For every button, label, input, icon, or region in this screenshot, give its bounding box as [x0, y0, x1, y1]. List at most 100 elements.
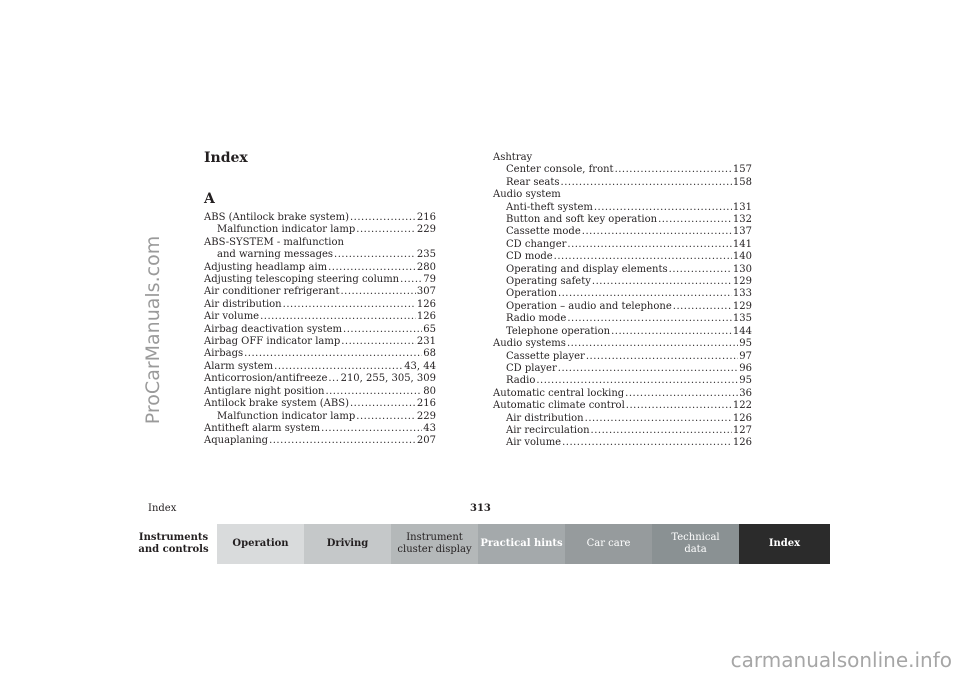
tab-label: Instruments and controls: [138, 532, 209, 555]
index-entry: Cassette player 97: [493, 351, 752, 363]
dot-leader: [356, 411, 416, 423]
tab-instrument-cluster-display[interactable]: Instrument cluster display: [391, 524, 478, 564]
index-entry-page: 97: [739, 350, 752, 362]
index-entry-page: 132: [732, 214, 752, 226]
index-entry-page: 80: [423, 385, 436, 397]
index-entry: Operating safety 129: [493, 276, 752, 288]
index-entry-page: 131: [732, 201, 752, 213]
index-entry: Air volume 126: [204, 311, 436, 323]
dot-leader: [325, 386, 422, 398]
index-entry-page: 207: [416, 435, 436, 447]
tab-label: Instrument cluster display: [397, 532, 472, 555]
index-entry: CD player 96: [493, 363, 752, 375]
tab-index[interactable]: Index: [739, 524, 830, 564]
page-title: Index: [204, 150, 248, 166]
dot-leader: [341, 336, 416, 348]
index-entry-page: 133: [732, 288, 752, 300]
index-entry-page: 95: [739, 375, 752, 387]
index-entry: CD mode 140: [493, 251, 752, 263]
dot-leader: [283, 299, 416, 311]
dot-leader: [567, 338, 738, 350]
dot-leader: [592, 276, 732, 288]
index-entry-page: 235: [416, 249, 436, 261]
index-entry: Radio mode 135: [493, 313, 752, 325]
index-entry: and warning messages 235: [204, 249, 436, 261]
dot-leader: [343, 324, 422, 336]
tab-technical-data[interactable]: Technical data: [652, 524, 739, 564]
dot-leader: [561, 177, 732, 189]
dot-leader: [356, 224, 416, 236]
tab-label: Driving: [326, 538, 369, 549]
index-entry-page: 158: [732, 176, 752, 188]
index-entry: Malfunction indicator lamp 229: [204, 411, 436, 423]
dot-leader: [567, 239, 732, 251]
index-entry-page: 130: [732, 263, 752, 275]
dot-leader: [585, 413, 732, 425]
index-entry-term: Operation: [506, 288, 557, 300]
index-entry-page: 137: [732, 226, 752, 238]
tab-practical-hints[interactable]: Practical hints: [478, 524, 565, 564]
index-entry-term: Air distribution: [204, 298, 282, 310]
dot-leader: [321, 423, 422, 435]
dot-leader: [400, 274, 422, 286]
index-entry-page: 127: [732, 424, 752, 436]
index-entry: Malfunction indicator lamp 229: [204, 224, 436, 236]
index-entry-term: Automatic central locking: [493, 387, 625, 399]
index-entry-term: Aquaplaning: [204, 435, 269, 447]
section-tabs: Instruments and controls Operation Driving I…: [130, 524, 830, 564]
index-entry-term: Air recirculation: [506, 424, 590, 436]
index-entry-term: Cassette mode: [506, 226, 581, 238]
index-entry-term: Antiglare night position: [204, 385, 325, 397]
index-entry: ABS (Antilock brake system) 216: [204, 212, 436, 224]
dot-leader: [558, 363, 739, 375]
tab-driving[interactable]: Driving: [304, 524, 391, 564]
index-entry-page: 96: [739, 362, 752, 374]
index-entry: Antilock brake system (ABS) 216: [204, 398, 436, 410]
page-number: 313: [470, 503, 491, 514]
dot-leader: [594, 202, 732, 214]
dot-leader: [591, 425, 732, 437]
tab-label: Technical data: [671, 532, 720, 555]
index-entry: Anticorrosion/antifreeze 210, 255, 305, 3…: [204, 373, 436, 385]
dot-leader: [244, 348, 422, 360]
tab-instruments-and-controls[interactable]: Instruments and controls: [130, 524, 217, 564]
index-entry-term: Operating safety: [506, 276, 591, 288]
index-heading: Ashtray: [493, 152, 533, 163]
dot-leader: [269, 435, 416, 447]
index-entry: Air conditioner refrigerant 307: [204, 286, 436, 298]
index-entry-term: CD player: [506, 362, 557, 374]
dot-leader: [658, 214, 732, 226]
index-entry: Automatic climate control 122: [493, 400, 752, 412]
tab-car-care[interactable]: Car care: [565, 524, 652, 564]
index-entry-term: Automatic climate control: [493, 400, 625, 412]
index-entry-term: Air distribution: [506, 412, 584, 424]
index-entry-term: ABS (Antilock brake system): [204, 212, 349, 223]
dot-leader: [536, 375, 738, 387]
index-entry: Operating and display elements 130: [493, 264, 752, 276]
index-entry-page: 126: [416, 298, 436, 310]
tab-operation[interactable]: Operation: [217, 524, 304, 564]
index-entry-term: Center console, front: [506, 164, 614, 176]
index-entry-term: Adjusting telescoping steering column: [204, 274, 400, 286]
index-entry-page: 43: [423, 422, 436, 434]
index-entry-page: 216: [416, 212, 436, 223]
index-entry: Air recirculation 127: [493, 425, 752, 437]
index-entry-page: 68: [423, 348, 436, 360]
dot-leader: [558, 288, 732, 300]
index-entry-term: and warning messages: [217, 249, 334, 261]
index-entry-page: 95: [739, 338, 752, 350]
dot-leader: [328, 373, 339, 385]
index-entry-term: Antilock brake system (ABS): [204, 398, 349, 410]
footer-section-label: Index: [148, 503, 177, 514]
index-entry: Air distribution 126: [493, 413, 752, 425]
dot-leader: [611, 326, 732, 338]
tab-label: Car care: [586, 538, 631, 549]
index-entry-term: Air volume: [204, 311, 260, 323]
index-entry: Aquaplaning 207: [204, 435, 436, 447]
index-entry-term: Adjusting headlamp aim: [204, 261, 328, 273]
index-entry-page: 129: [732, 276, 752, 288]
index-entry: Telephone operation 144: [493, 326, 752, 338]
bottom-watermark: carmanualsonline.info: [730, 648, 952, 672]
index-entry: Cassette mode 137: [493, 226, 752, 238]
